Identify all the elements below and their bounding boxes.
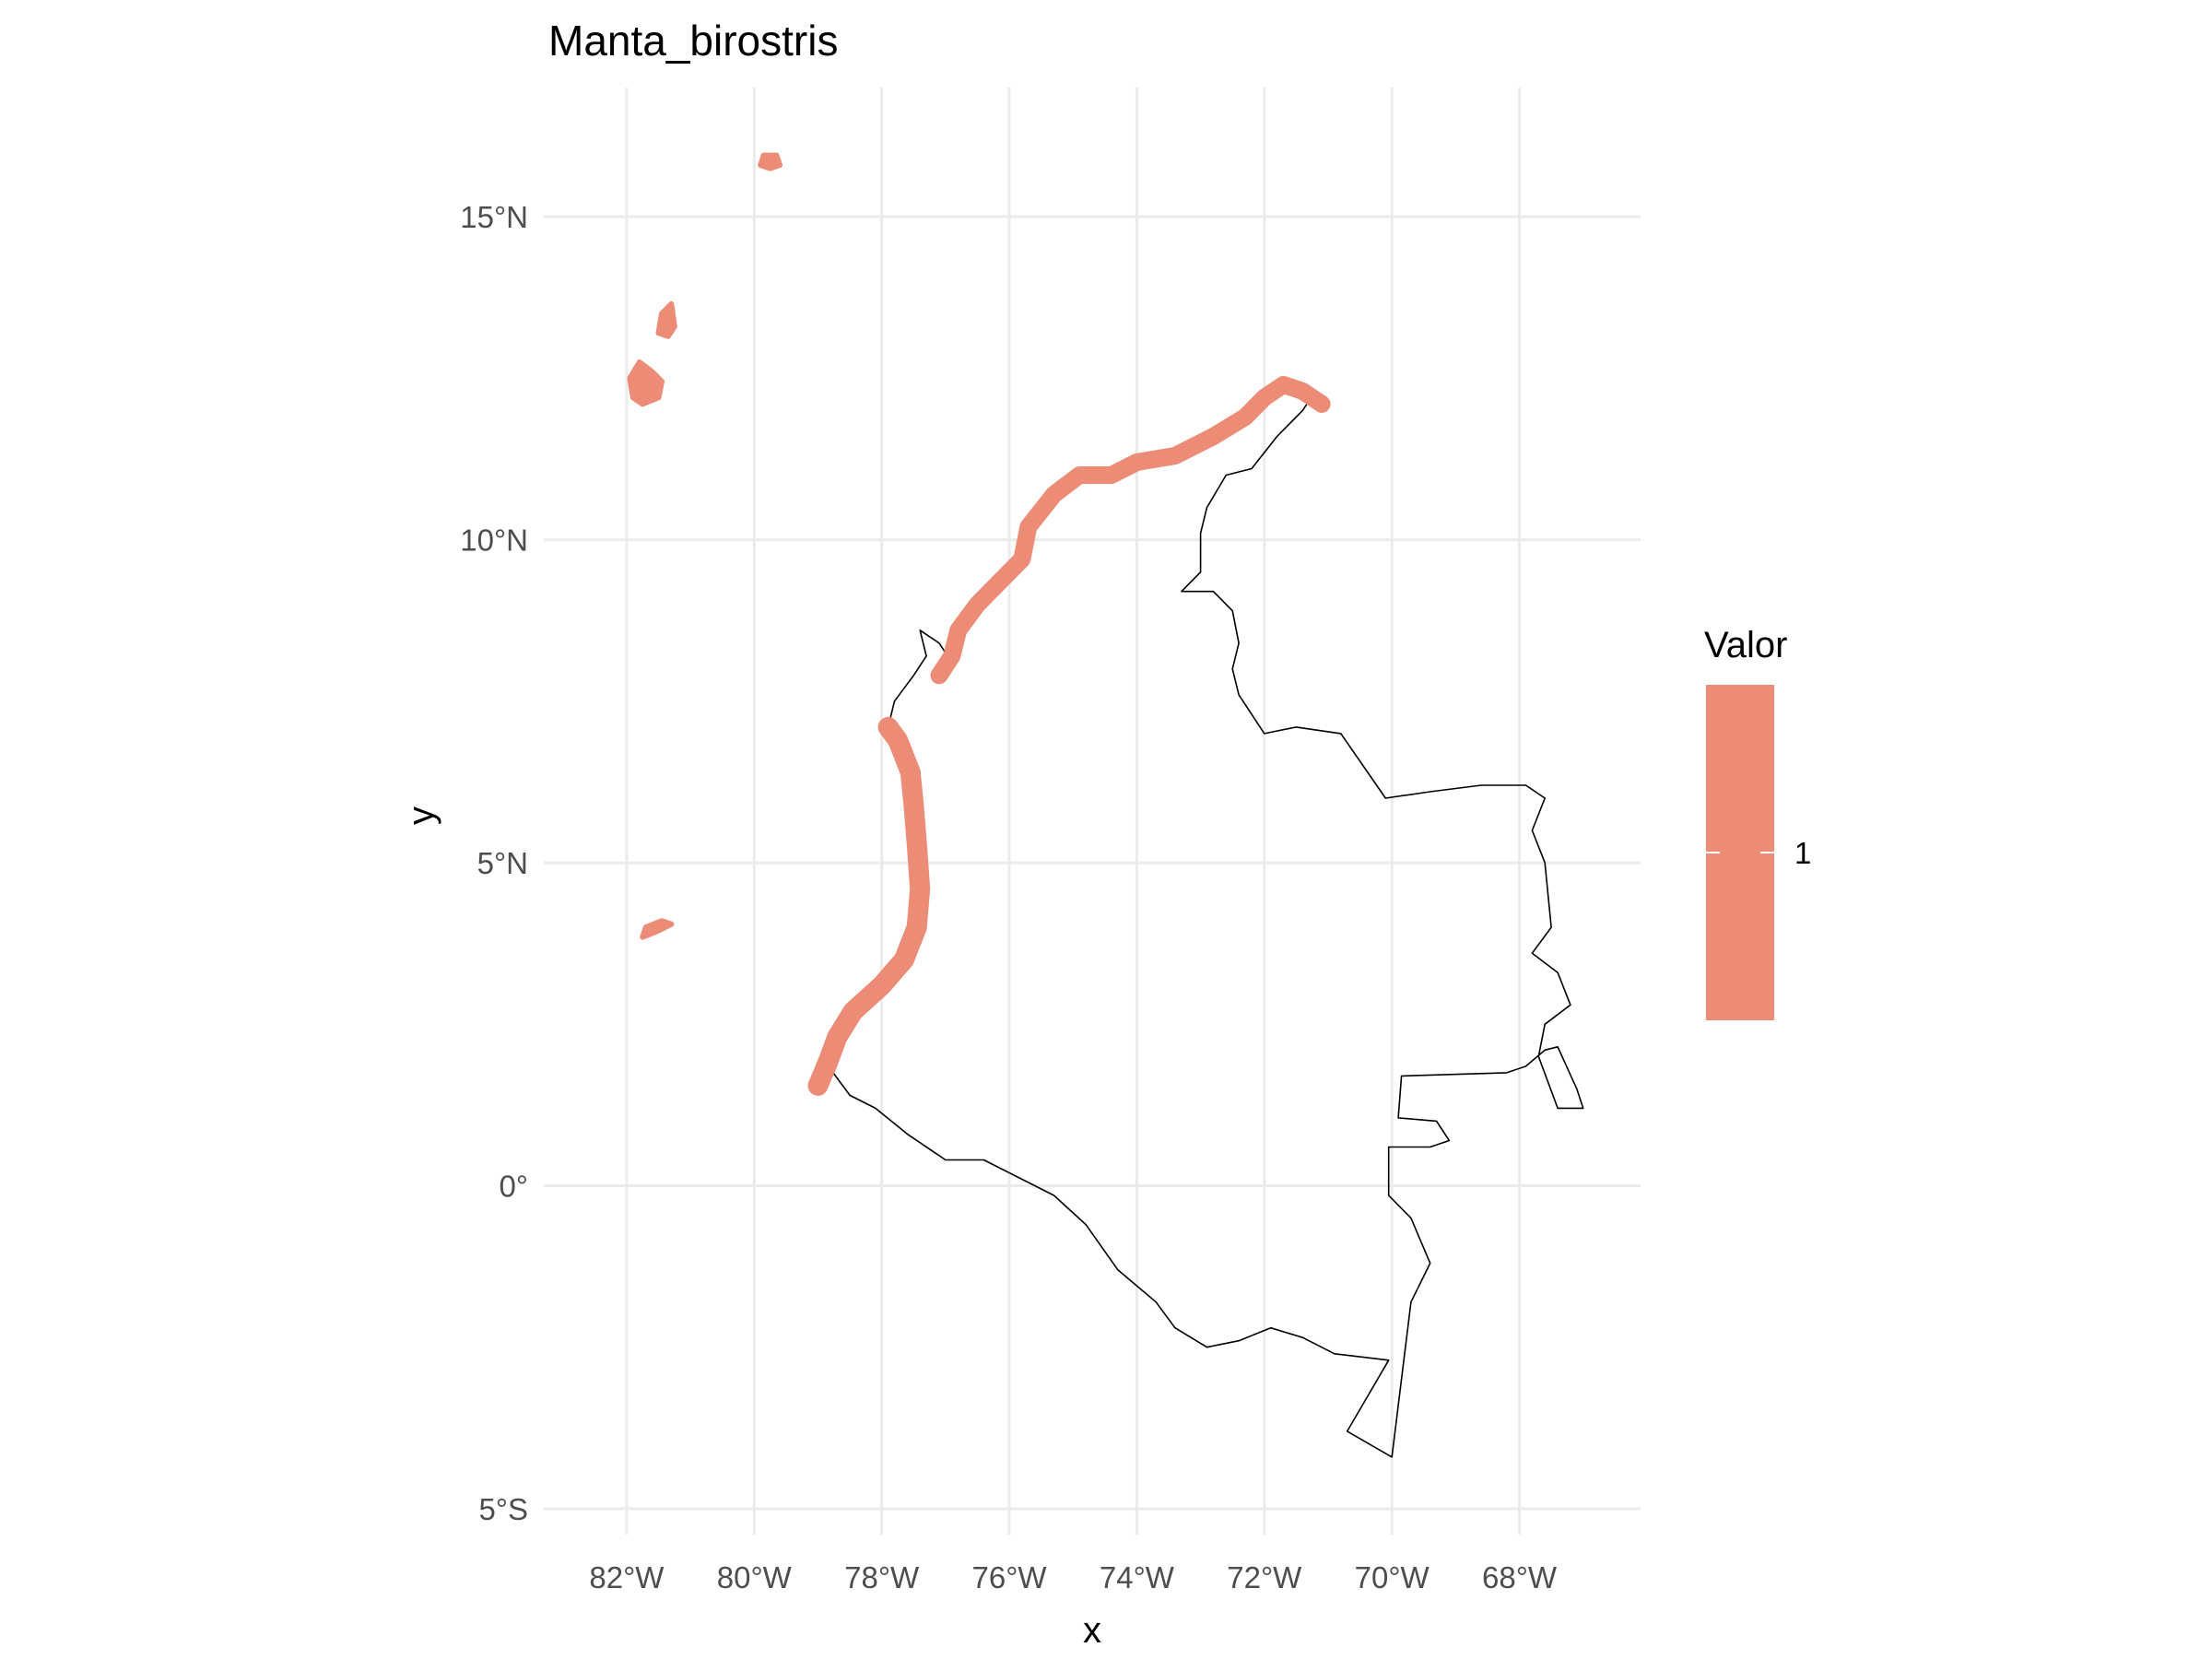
map-layer (627, 152, 1584, 1458)
y-axis-title: y (401, 806, 441, 825)
y-tick-label: 5°N (477, 846, 528, 880)
y-tick-label: 15°N (460, 200, 528, 234)
x-tick-label: 74°W (1100, 1560, 1175, 1594)
x-tick-label: 80°W (717, 1560, 793, 1594)
x-tick-label: 78°W (844, 1560, 920, 1594)
y-tick-label: 5°S (478, 1492, 528, 1526)
x-axis-ticks: 82°W 80°W 78°W 76°W 74°W 72°W 70°W 68°W (589, 1560, 1558, 1594)
x-tick-label: 76°W (972, 1560, 1048, 1594)
x-tick-label: 68°W (1482, 1560, 1558, 1594)
caribbean-coast-presence (930, 375, 1331, 685)
legend-title: Valor (1704, 625, 1787, 665)
x-tick-label: 82°W (589, 1560, 665, 1594)
x-tick-label: 72°W (1227, 1560, 1302, 1594)
x-axis-title: x (1083, 1610, 1101, 1651)
island-presence (655, 300, 677, 339)
plot-title: Manta_birostris (548, 17, 838, 65)
island-presence (627, 359, 665, 407)
y-axis-ticks: 5°S 0° 5°N 10°N 15°N (460, 200, 528, 1526)
island-presence (758, 152, 782, 171)
country-outline (817, 383, 1584, 1458)
legend-label: 1 (1794, 836, 1811, 870)
island-presence (640, 918, 675, 940)
y-tick-label: 0° (499, 1170, 528, 1204)
grid-lines (544, 88, 1641, 1535)
y-tick-label: 10°N (460, 524, 528, 558)
x-tick-label: 70°W (1355, 1560, 1430, 1594)
pacific-coast-presence (807, 716, 931, 1096)
legend: Valor 1 (1704, 625, 1811, 1020)
